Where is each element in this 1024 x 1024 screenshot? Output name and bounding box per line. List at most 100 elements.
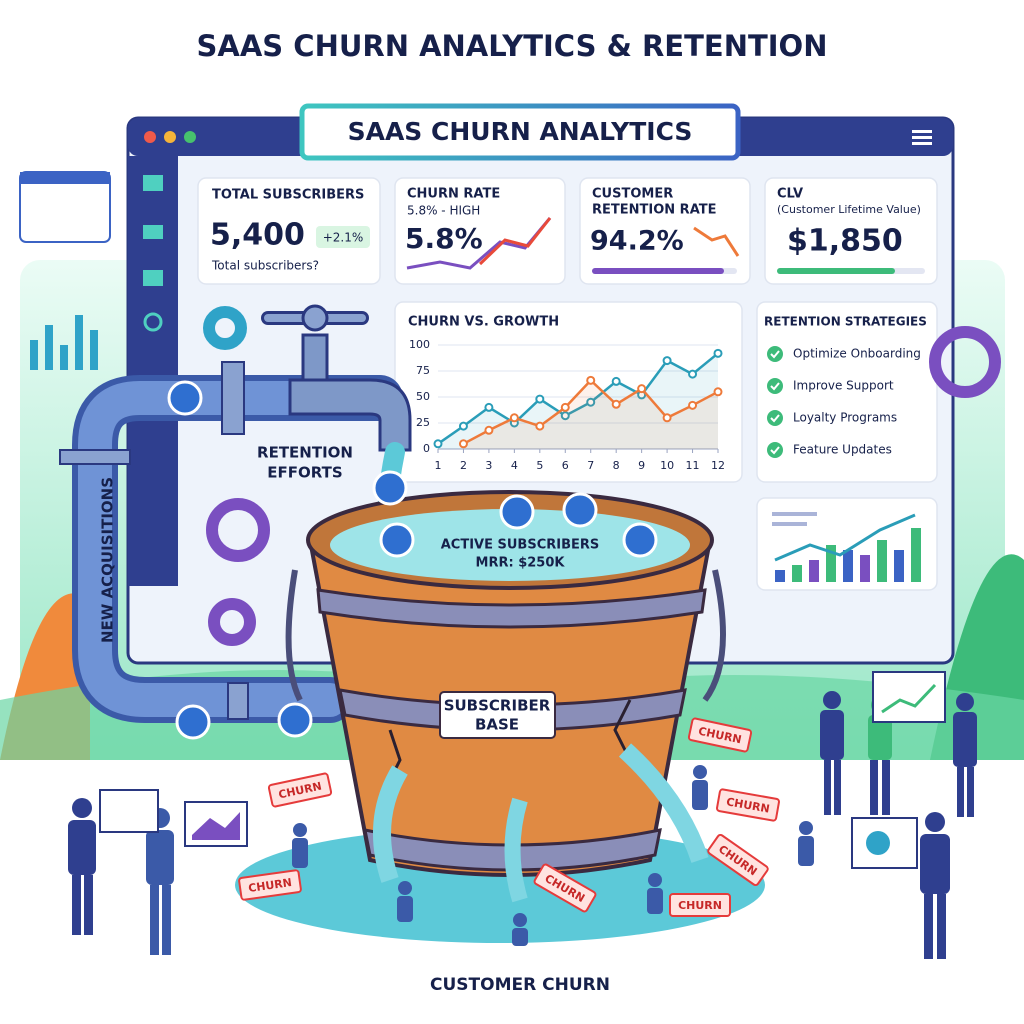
check-icon <box>767 410 783 426</box>
bucket-top-label: ACTIVE SUBSCRIBERS <box>441 538 600 553</box>
page-title: SAAS CHURN ANALYTICS & RETENTION <box>197 29 828 63</box>
dashboard-banner <box>299 103 741 161</box>
kpi-note: Total subscribers? <box>211 259 319 273</box>
churn-tag-label: CHURN <box>247 876 292 895</box>
x-tick-label: 11 <box>686 459 700 472</box>
strategies-list: Optimize Onboarding Improve Support Loyalt… <box>767 346 921 458</box>
x-tick-label: 9 <box>638 459 645 472</box>
kpi-badge: +2.1% <box>323 231 364 245</box>
retention-label: EFFORTS <box>267 464 342 482</box>
point <box>458 421 468 431</box>
kpi-bar <box>592 268 724 274</box>
point <box>688 369 698 379</box>
subscriber-icons <box>167 380 658 740</box>
bucket-label: SUBSCRIBER <box>444 697 551 715</box>
churn-tag: CHURN <box>267 772 333 808</box>
point <box>458 439 468 449</box>
area <box>463 380 718 449</box>
x-tick-label: 12 <box>711 459 725 472</box>
point <box>560 402 570 412</box>
bucket-label: BASE <box>475 716 519 734</box>
kpi-label: CUSTOMER <box>592 187 673 202</box>
y-tick-label: 0 <box>423 442 430 455</box>
y-tick-label: 50 <box>416 390 430 403</box>
y-tick-label: 25 <box>416 416 430 429</box>
x-tick-label: 7 <box>587 459 594 472</box>
point <box>586 375 596 385</box>
gears <box>203 306 1001 646</box>
churn-tag-bg <box>687 717 753 753</box>
point <box>713 348 723 358</box>
strategy-item: Loyalty Programs <box>793 411 897 425</box>
point <box>611 376 621 386</box>
check-icon <box>767 346 783 362</box>
check-icon <box>767 442 783 458</box>
x-tick-label: 10 <box>660 459 674 472</box>
check-mark <box>770 414 780 423</box>
kpi-label: RETENTION RATE <box>592 203 717 218</box>
check-icon <box>767 378 783 394</box>
bucket-top-label: MRR: $250K <box>476 556 566 571</box>
chart-title: CHURN VS. GROWTH <box>408 315 559 330</box>
mini-chart <box>756 497 938 591</box>
footer-title: CUSTOMER CHURN <box>430 975 610 995</box>
kpi-cards <box>197 177 938 285</box>
point <box>662 356 672 366</box>
kpi-bar <box>777 268 895 274</box>
churn-tag-bg <box>707 833 769 887</box>
x-tick-label: 3 <box>485 459 492 472</box>
point <box>509 413 519 423</box>
point <box>637 384 647 394</box>
kpi-trend <box>693 226 740 257</box>
point <box>713 387 723 397</box>
churn-tag-bg <box>716 788 780 822</box>
kpi-badge-bg <box>316 226 370 248</box>
point <box>484 425 494 435</box>
churn-tag-label: CHURN <box>678 899 722 912</box>
kpi-trend <box>478 217 552 266</box>
point <box>586 397 596 407</box>
point <box>535 421 545 431</box>
x-tick-label: 4 <box>511 459 518 472</box>
kpi-value: 94.2% <box>590 226 684 257</box>
strategy-item: Feature Updates <box>793 443 892 457</box>
kpi-sublabel: (Customer Lifetime Value) <box>777 203 921 216</box>
point <box>560 411 570 421</box>
kpi-label: CLV <box>777 187 803 202</box>
y-tick-label: 75 <box>416 364 430 377</box>
check-mark <box>770 446 780 455</box>
churn-tag: CHURN <box>687 717 753 753</box>
check-mark <box>770 382 780 391</box>
churn-tag-bg <box>669 893 731 917</box>
kpi-value: $1,850 <box>787 224 903 259</box>
x-tick-label: 2 <box>460 459 467 472</box>
retention-label: RETENTION <box>257 444 353 462</box>
people <box>68 671 977 959</box>
point <box>433 439 443 449</box>
point <box>662 413 672 423</box>
churn-tag: CHURN <box>716 788 780 822</box>
x-tick-label: 8 <box>613 459 620 472</box>
dashboard-title: SAAS CHURN ANALYTICS <box>348 117 693 146</box>
kpi-value: 5,400 <box>210 218 305 253</box>
churn-tag: CHURN <box>669 893 731 917</box>
point <box>611 399 621 409</box>
point <box>688 400 698 410</box>
point <box>484 402 494 412</box>
strategies-card <box>756 301 938 483</box>
pipe <box>59 304 412 723</box>
x-tick-label: 6 <box>562 459 569 472</box>
acquisitions-label: NEW ACQUISITIONS <box>99 477 117 643</box>
line <box>437 352 719 445</box>
kpi-value: 5.8% <box>405 222 483 255</box>
kpi-label: TOTAL SUBSCRIBERS <box>212 188 364 203</box>
strategy-item: Improve Support <box>793 379 894 393</box>
point <box>535 394 545 404</box>
churn-tag-bg <box>267 772 333 808</box>
churn-tag-bg <box>238 869 302 901</box>
churn-tag-bg <box>533 863 597 913</box>
churn-tag: CHURN <box>238 869 302 901</box>
